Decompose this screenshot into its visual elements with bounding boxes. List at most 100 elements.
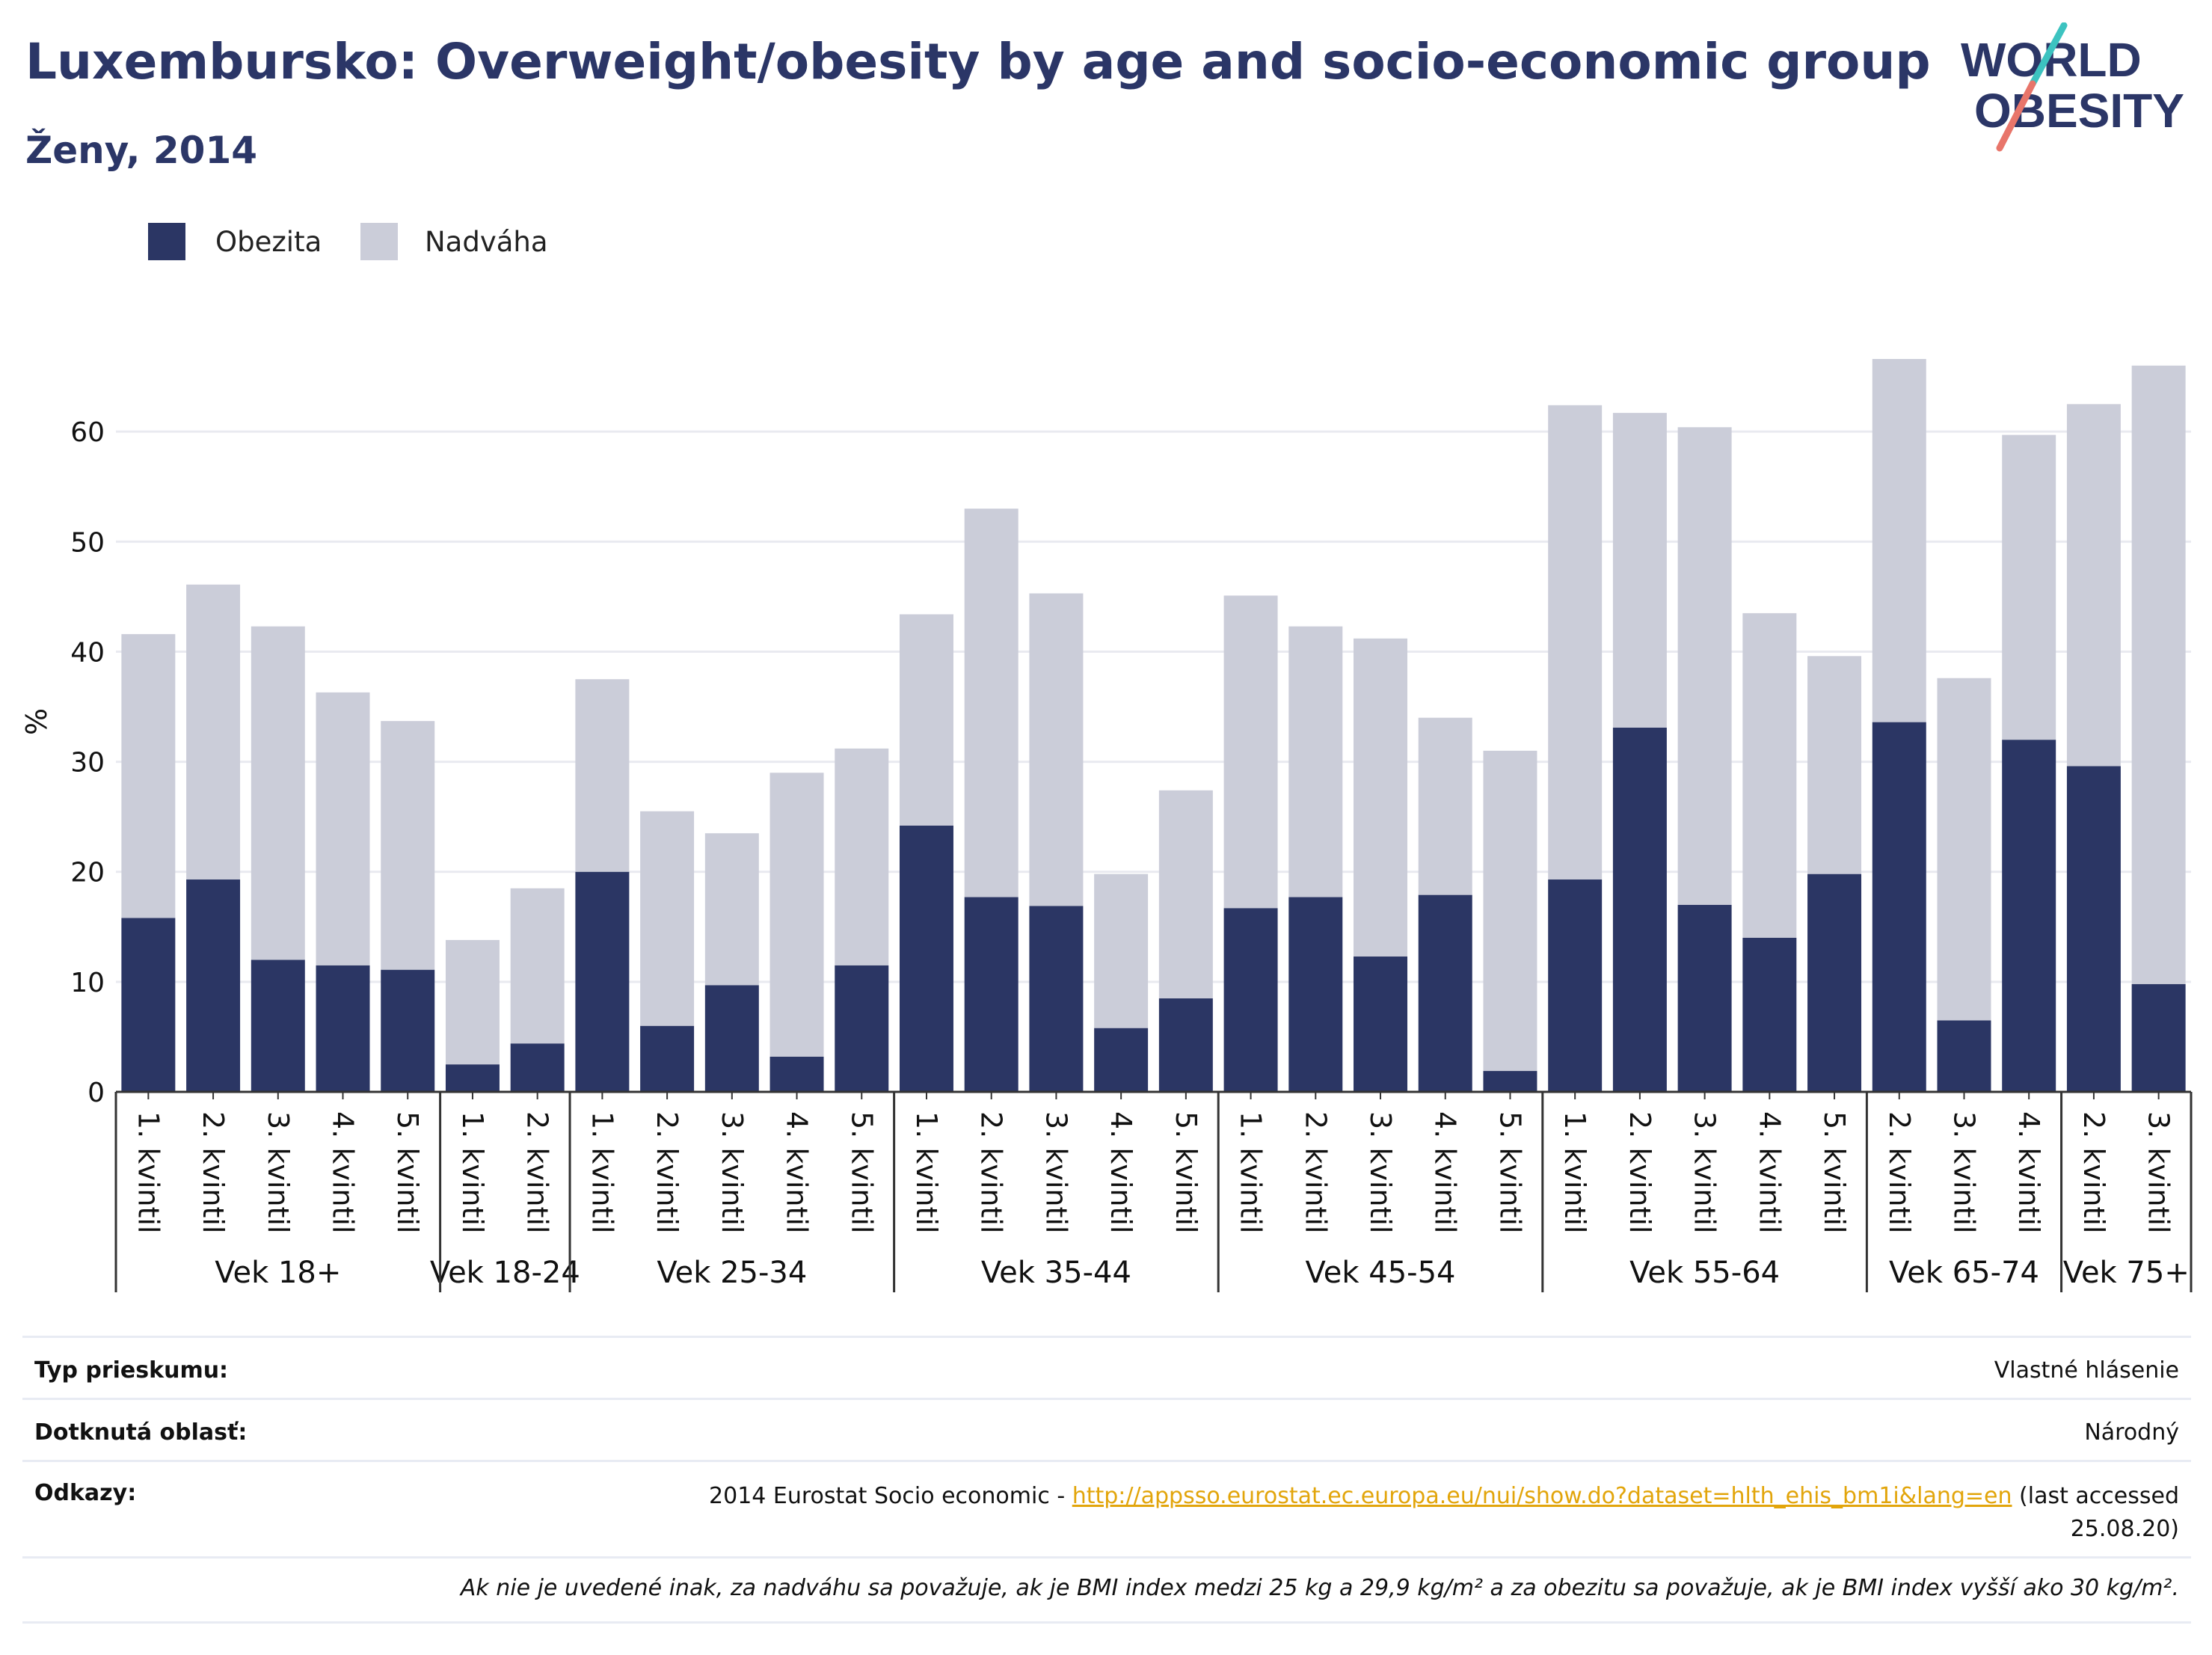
bar-obezita[interactable] bbox=[1807, 873, 1862, 1092]
bar-nadvaha[interactable] bbox=[835, 748, 889, 965]
bar-obezita[interactable] bbox=[1288, 897, 1343, 1092]
bar-nadvaha[interactable] bbox=[381, 721, 435, 970]
bar-nadvaha[interactable] bbox=[1872, 359, 1926, 722]
x-group-label: Vek 55-64 bbox=[1629, 1256, 1780, 1290]
info-row-references: Odkazy: 2014 Eurostat Socio economic - h… bbox=[22, 1460, 2191, 1556]
bar-obezita[interactable] bbox=[769, 1056, 824, 1092]
x-category-label: 4. kvintil bbox=[1753, 1111, 1786, 1234]
references-value: 2014 Eurostat Socio economic - http://ap… bbox=[709, 1480, 2179, 1546]
bar-obezita[interactable] bbox=[1158, 998, 1213, 1092]
logo-line-1: WORLD bbox=[1961, 33, 2142, 87]
bar-obezita[interactable] bbox=[1094, 1028, 1149, 1092]
bar-obezita[interactable] bbox=[1418, 894, 1472, 1092]
bar-obezita[interactable] bbox=[1223, 908, 1278, 1092]
x-group-label: Vek 25-34 bbox=[657, 1256, 807, 1290]
x-category-label: 2. kvintil bbox=[521, 1111, 554, 1234]
bar-nadvaha[interactable] bbox=[1094, 873, 1149, 1028]
bar-nadvaha[interactable] bbox=[769, 773, 824, 1057]
bar-nadvaha[interactable] bbox=[1418, 717, 1472, 895]
bar-obezita[interactable] bbox=[899, 825, 953, 1092]
bar-obezita[interactable] bbox=[704, 985, 759, 1092]
bar-obezita[interactable] bbox=[510, 1043, 565, 1092]
y-tick-label: 50 bbox=[70, 527, 105, 558]
bar-nadvaha[interactable] bbox=[186, 584, 241, 880]
bar-obezita[interactable] bbox=[2002, 740, 2056, 1092]
reference-link[interactable]: http://appsso.eurostat.ec.europa.eu/nui/… bbox=[1072, 1483, 2012, 1509]
bmi-definition-note: Ak nie je uvedené inak, za nadváhu sa po… bbox=[460, 1575, 2179, 1601]
info-row-survey-type: Typ prieskumu: Vlastné hlásenie bbox=[22, 1336, 2191, 1398]
x-category-label: 2. kvintil bbox=[651, 1111, 683, 1234]
bar-obezita[interactable] bbox=[1029, 906, 1084, 1092]
bar-obezita[interactable] bbox=[2131, 983, 2186, 1092]
bar-nadvaha[interactable] bbox=[510, 888, 565, 1044]
info-table: Typ prieskumu: Vlastné hlásenie Dotknutá… bbox=[22, 1336, 2191, 1624]
bar-obezita[interactable] bbox=[1612, 727, 1667, 1092]
bar-obezita[interactable] bbox=[381, 969, 435, 1092]
bar-nadvaha[interactable] bbox=[1158, 790, 1213, 998]
x-category-label: 5. kvintil bbox=[1493, 1111, 1526, 1234]
x-category-label: 2. kvintil bbox=[1883, 1111, 1916, 1234]
y-tick-label: 60 bbox=[70, 417, 105, 448]
bar-nadvaha[interactable] bbox=[704, 833, 759, 986]
bar-obezita[interactable] bbox=[1742, 938, 1797, 1092]
bar-nadvaha[interactable] bbox=[1548, 405, 1603, 880]
bar-nadvaha[interactable] bbox=[1612, 413, 1667, 728]
bar-obezita[interactable] bbox=[964, 897, 1019, 1092]
x-category-label: 1. kvintil bbox=[1235, 1111, 1268, 1234]
reference-source: 2014 Eurostat Socio economic - bbox=[709, 1483, 1072, 1509]
x-category-label: 1. kvintil bbox=[456, 1111, 489, 1234]
bar-obezita[interactable] bbox=[1937, 1020, 1991, 1092]
legend-swatch-obezita bbox=[148, 223, 185, 260]
bar-nadvaha[interactable] bbox=[1937, 678, 1991, 1021]
bar-obezita[interactable] bbox=[640, 1025, 695, 1092]
bar-nadvaha[interactable] bbox=[121, 633, 176, 918]
x-group-label: Vek 65-74 bbox=[1889, 1256, 2039, 1290]
bar-nadvaha[interactable] bbox=[1483, 750, 1537, 1072]
bar-nadvaha[interactable] bbox=[1742, 612, 1797, 938]
reference-suffix: (last accessed bbox=[2012, 1483, 2179, 1509]
bar-nadvaha[interactable] bbox=[1029, 593, 1084, 906]
bar-nadvaha[interactable] bbox=[640, 811, 695, 1026]
bar-nadvaha[interactable] bbox=[1677, 427, 1732, 905]
bar-nadvaha[interactable] bbox=[575, 679, 630, 872]
bar-nadvaha[interactable] bbox=[1354, 638, 1408, 957]
bar-obezita[interactable] bbox=[1354, 957, 1408, 1092]
bar-obezita[interactable] bbox=[445, 1064, 500, 1092]
area-label: Dotknutá oblasť: bbox=[34, 1419, 248, 1446]
x-axis-group-labels: Vek 18+ Vek 18-24 Vek 25-34 Vek 35-44 Vek 45… bbox=[114, 1090, 2193, 1292]
bar-nadvaha[interactable] bbox=[1288, 626, 1343, 897]
bar-nadvaha[interactable] bbox=[316, 692, 370, 965]
bar-nadvaha[interactable] bbox=[2066, 404, 2121, 767]
legend-swatch-nadvaha bbox=[360, 223, 398, 260]
bar-nadvaha[interactable] bbox=[2002, 435, 2056, 740]
bar-obezita[interactable] bbox=[186, 879, 241, 1092]
bar-nadvaha[interactable] bbox=[1223, 595, 1278, 909]
y-tick-label: 0 bbox=[87, 1078, 105, 1108]
bar-nadvaha[interactable] bbox=[445, 939, 500, 1065]
bar-obezita[interactable] bbox=[575, 871, 630, 1092]
page-title: Luxembursko: Overweight/obesity by age a… bbox=[25, 33, 1931, 90]
bar-obezita[interactable] bbox=[1677, 904, 1732, 1092]
bar-obezita[interactable] bbox=[835, 965, 889, 1092]
x-category-label: 4. kvintil bbox=[1429, 1111, 1462, 1234]
bar-nadvaha[interactable] bbox=[251, 626, 305, 960]
references-label: Odkazy: bbox=[34, 1480, 137, 1506]
bar-nadvaha[interactable] bbox=[2131, 365, 2186, 984]
bar-obezita[interactable] bbox=[1483, 1071, 1537, 1092]
x-axis-category-labels: 1. kvintil 2. kvintil 3. kvintil 4. kvintil… bbox=[132, 1092, 2175, 1234]
survey-type-label: Typ prieskumu: bbox=[34, 1357, 229, 1384]
x-category-label: 3. kvintil bbox=[262, 1111, 295, 1234]
bar-nadvaha[interactable] bbox=[899, 614, 953, 826]
bar-obezita[interactable] bbox=[1548, 879, 1603, 1092]
bar-obezita[interactable] bbox=[1872, 722, 1926, 1092]
bar-obezita[interactable] bbox=[121, 918, 176, 1092]
bar-obezita[interactable] bbox=[251, 959, 305, 1092]
x-category-label: 3. kvintil bbox=[716, 1111, 749, 1234]
y-tick-label: 40 bbox=[70, 637, 105, 668]
bar-nadvaha[interactable] bbox=[964, 509, 1019, 897]
x-category-label: 1. kvintil bbox=[586, 1111, 618, 1234]
bar-nadvaha[interactable] bbox=[1807, 656, 1862, 874]
bar-obezita[interactable] bbox=[2066, 766, 2121, 1092]
x-category-label: 3. kvintil bbox=[1364, 1111, 1397, 1234]
bar-obezita[interactable] bbox=[316, 965, 370, 1092]
